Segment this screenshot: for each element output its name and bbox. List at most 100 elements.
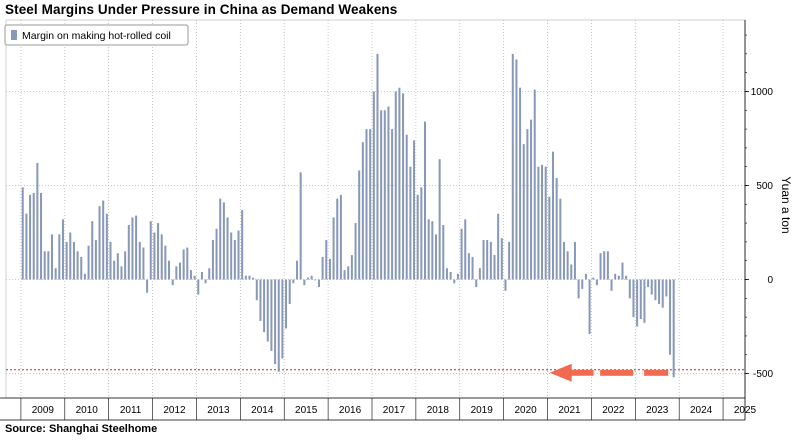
bar	[43, 251, 46, 280]
bar	[614, 273, 617, 280]
bar	[98, 206, 101, 280]
bar	[595, 279, 598, 286]
bar	[47, 251, 50, 280]
bar	[562, 241, 565, 280]
bar	[526, 129, 529, 280]
bar	[113, 260, 116, 280]
bar	[127, 224, 130, 280]
bar	[40, 193, 43, 280]
bar	[486, 240, 489, 280]
bar	[610, 279, 613, 291]
bar	[628, 279, 631, 299]
bar	[599, 253, 602, 280]
bar	[584, 273, 587, 280]
bar	[25, 213, 28, 280]
legend-box	[4, 24, 189, 46]
bar	[654, 279, 657, 301]
bar	[606, 251, 609, 280]
bar	[478, 268, 481, 280]
bar	[54, 268, 57, 280]
bar	[387, 106, 390, 280]
bar	[639, 279, 642, 320]
bar	[157, 223, 160, 280]
bar	[292, 279, 295, 284]
bar	[171, 279, 174, 286]
bar	[467, 253, 470, 280]
bar	[405, 134, 408, 280]
bar	[248, 275, 251, 280]
bar	[482, 240, 485, 280]
bar	[511, 53, 514, 280]
bar	[303, 279, 306, 286]
bar	[464, 219, 467, 280]
bar	[120, 266, 123, 280]
bar	[149, 221, 152, 280]
bar	[153, 232, 156, 280]
bar	[244, 275, 247, 280]
bar	[32, 193, 35, 280]
bar	[131, 217, 134, 280]
bar	[200, 272, 203, 280]
bar	[413, 140, 416, 280]
bar	[299, 172, 302, 280]
bar	[427, 219, 430, 280]
bar	[259, 279, 262, 321]
bar	[460, 228, 463, 280]
bar	[504, 279, 507, 291]
bar	[277, 279, 280, 372]
bar	[500, 238, 503, 280]
bar	[266, 279, 269, 342]
bar	[237, 230, 240, 280]
plot-frame	[5, 19, 746, 399]
bar	[522, 144, 525, 280]
bar	[577, 279, 580, 299]
bar	[552, 151, 555, 280]
bar	[124, 251, 127, 280]
bar	[310, 275, 313, 280]
bar	[380, 110, 383, 280]
bar	[621, 262, 624, 280]
bar	[350, 255, 353, 280]
bar	[515, 59, 518, 280]
bar	[508, 241, 511, 280]
bar	[383, 110, 386, 280]
x-tick-label: 2015	[295, 405, 318, 416]
bar	[142, 247, 145, 280]
bar	[164, 245, 167, 280]
arrow-head	[549, 363, 594, 382]
bar	[241, 209, 244, 280]
x-tick-label: 2012	[163, 405, 186, 416]
bar	[445, 268, 448, 280]
bar	[175, 266, 178, 280]
bar	[489, 241, 492, 280]
bar	[376, 53, 379, 280]
bar	[343, 270, 346, 280]
bar	[189, 270, 192, 280]
bar	[160, 234, 163, 280]
axes-layer: -500 0 500 1000 2009 2010 2011 2012 2013 2014 2015…	[0, 20, 773, 421]
bar	[208, 268, 211, 280]
bar	[230, 232, 233, 280]
bar	[533, 89, 536, 280]
bar	[588, 279, 591, 335]
bar	[288, 279, 291, 304]
bar	[449, 272, 452, 280]
bar	[570, 264, 573, 280]
y-tick-label: 0	[767, 275, 773, 286]
x-tick-label: 2025	[734, 405, 757, 416]
bar	[83, 273, 86, 280]
bar	[211, 240, 214, 280]
bar	[87, 245, 90, 280]
arrow-dash	[600, 369, 634, 376]
y-axis-label: Yuan a ton	[779, 176, 793, 233]
bar	[186, 247, 189, 280]
bar	[332, 217, 335, 280]
bar	[548, 196, 551, 280]
x-tick-label: 2016	[339, 405, 362, 416]
bar	[105, 213, 108, 280]
x-tick-label: 2019	[471, 405, 494, 416]
arrow-dash	[644, 369, 669, 376]
bar	[519, 87, 522, 280]
bar	[434, 234, 437, 280]
bar	[51, 234, 54, 280]
